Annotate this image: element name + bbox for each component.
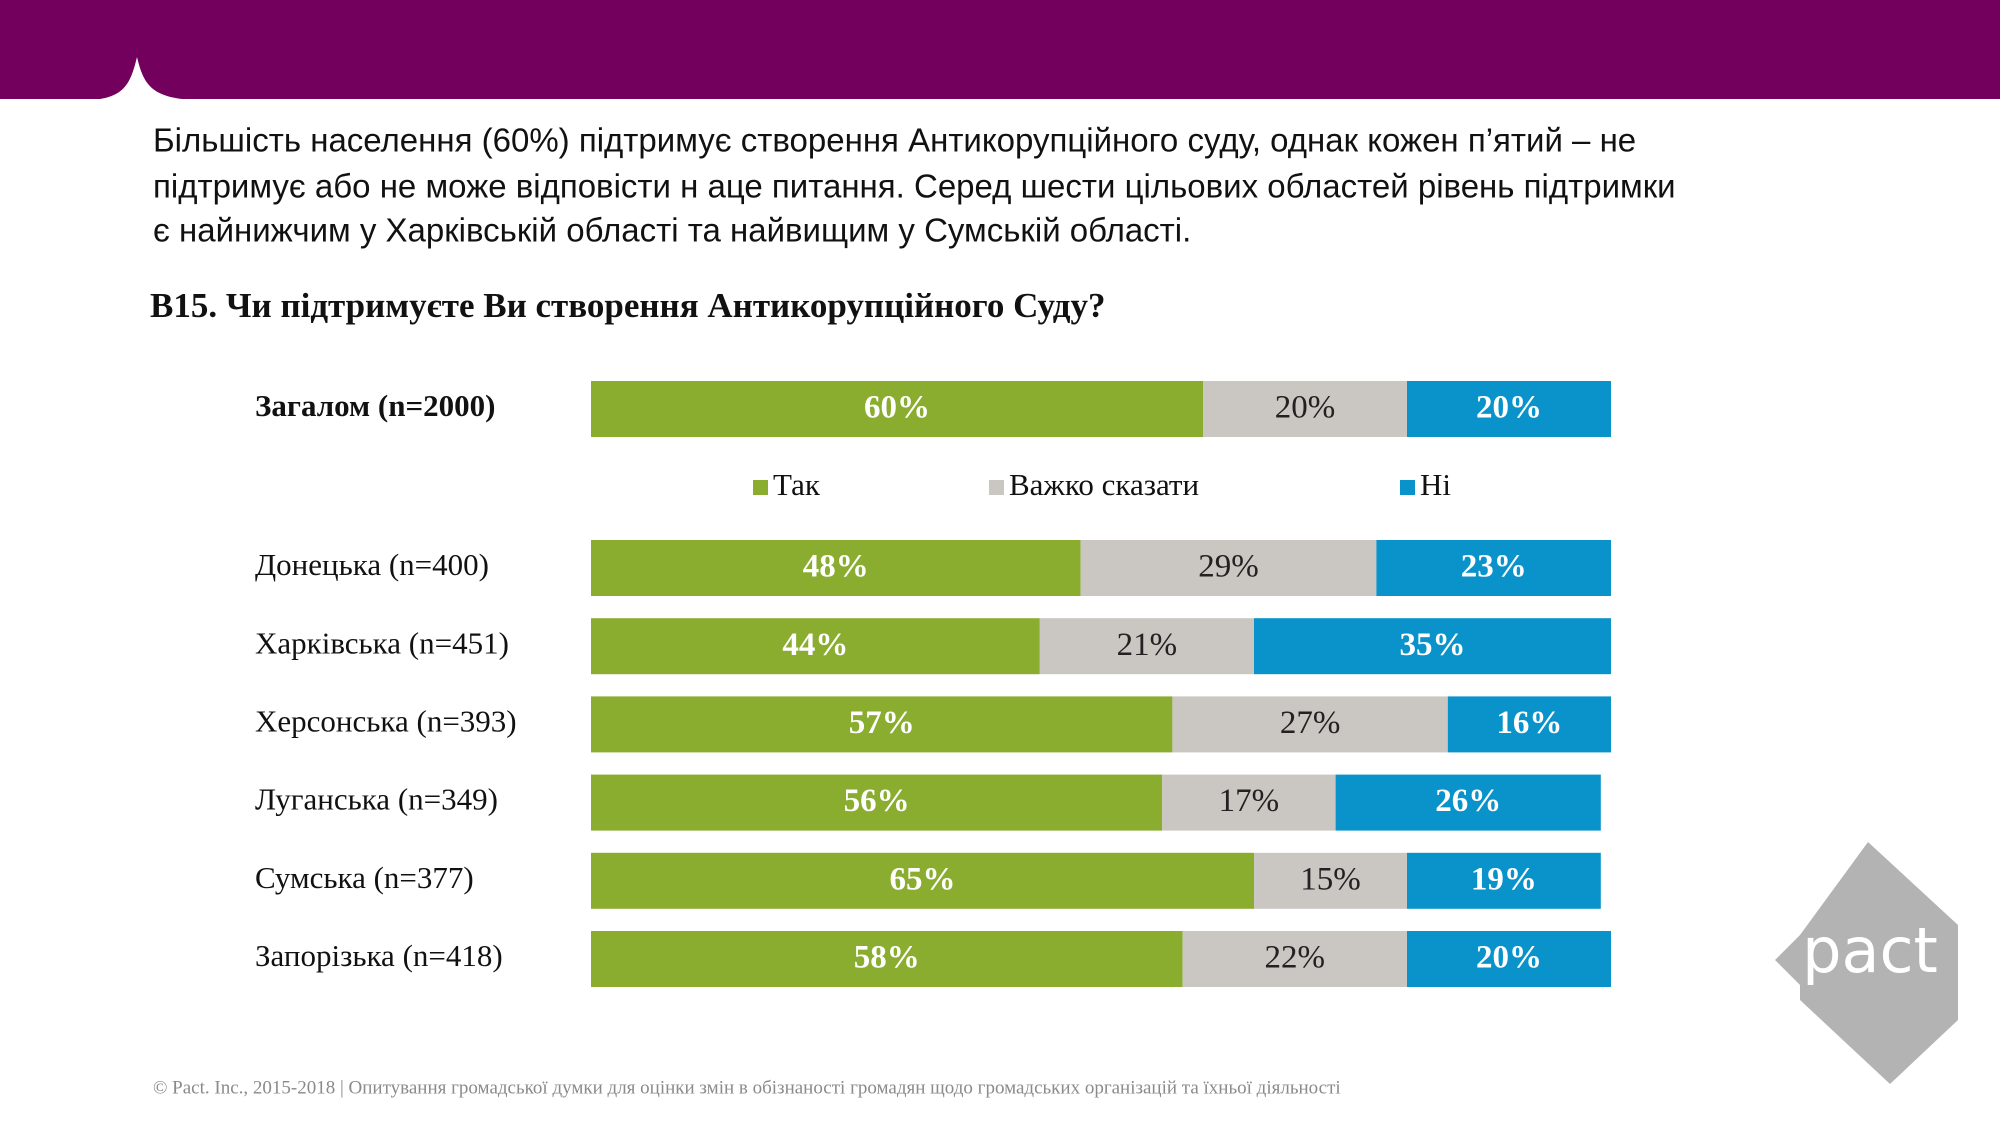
bar-segment <box>1080 540 1377 596</box>
value-label: 65% <box>890 861 956 897</box>
value-label: 22% <box>1265 940 1326 976</box>
header-notch <box>100 57 182 99</box>
value-label: 58% <box>854 940 920 976</box>
summary-line: Більшість населення (60%) підтримує ство… <box>153 122 1636 159</box>
legend-label: Важко сказати <box>1009 467 1199 502</box>
value-label: 19% <box>1471 861 1537 897</box>
bar-segment <box>591 381 1203 437</box>
value-label: 20% <box>1275 390 1336 426</box>
header-band <box>0 0 2000 99</box>
bar-segment <box>591 618 1040 675</box>
bar-segment <box>1407 381 1611 437</box>
value-label: 60% <box>864 390 930 426</box>
legend-swatch <box>753 480 768 495</box>
category-label: Загалом (n=2000) <box>255 388 495 423</box>
value-label: 26% <box>1435 783 1501 819</box>
bar-segment <box>591 540 1081 596</box>
value-label: 16% <box>1496 705 1562 741</box>
bar-segment <box>591 774 1163 831</box>
summary-line: підтримує або не може відповісти н аце п… <box>153 168 1676 205</box>
logo: pact <box>1802 914 1938 987</box>
legend-label: Так <box>773 467 821 502</box>
value-label: 21% <box>1117 627 1178 663</box>
value-label: 35% <box>1400 627 1466 663</box>
value-label: 20% <box>1476 390 1542 426</box>
category-label: Донецька (n=400) <box>255 547 489 582</box>
value-label: 57% <box>849 705 915 741</box>
value-label: 15% <box>1300 861 1361 897</box>
value-label: 20% <box>1476 940 1542 976</box>
bar-segment <box>591 931 1183 987</box>
value-label: 48% <box>803 549 869 585</box>
value-label: 56% <box>844 783 910 819</box>
legend-swatch <box>1400 480 1415 495</box>
bar-segment <box>1162 774 1336 831</box>
legend-label: Ні <box>1420 467 1451 502</box>
legend-swatch <box>989 480 1004 495</box>
bar-segment <box>1039 618 1254 675</box>
bar-segment <box>1254 852 1407 909</box>
bar-segment <box>1254 618 1611 675</box>
bar-segment <box>1407 852 1601 909</box>
bar-segment <box>1172 696 1448 753</box>
category-label: Луганська (n=349) <box>255 782 498 817</box>
value-label: 27% <box>1280 705 1341 741</box>
bar-segment <box>1203 381 1407 437</box>
value-label: 29% <box>1198 549 1259 585</box>
bar-segment <box>1376 540 1611 596</box>
category-label: Запорізька (n=418) <box>255 938 503 973</box>
logo-shape <box>1775 842 1958 1084</box>
bar-segment <box>1335 774 1601 831</box>
summary-line: є найнижчим у Харківській області та най… <box>153 212 1191 249</box>
value-label: 44% <box>782 627 848 663</box>
bar-segment <box>591 696 1173 753</box>
category-label: Сумська (n=377) <box>255 860 474 895</box>
bar-segment <box>1447 696 1611 753</box>
value-label: 17% <box>1219 783 1280 819</box>
chart-title: B15. Чи підтримуєте Ви створення Антикор… <box>150 286 1105 325</box>
bar-segment <box>591 852 1254 909</box>
category-label: Херсонська (n=393) <box>255 704 517 739</box>
category-label: Харківська (n=451) <box>255 625 509 660</box>
bar-segment <box>1407 931 1611 987</box>
footer: © Pact. Inc., 2015-2018 | Опитування гро… <box>153 1077 1341 1098</box>
bar-segment <box>1182 931 1407 987</box>
value-label: 23% <box>1461 549 1527 585</box>
